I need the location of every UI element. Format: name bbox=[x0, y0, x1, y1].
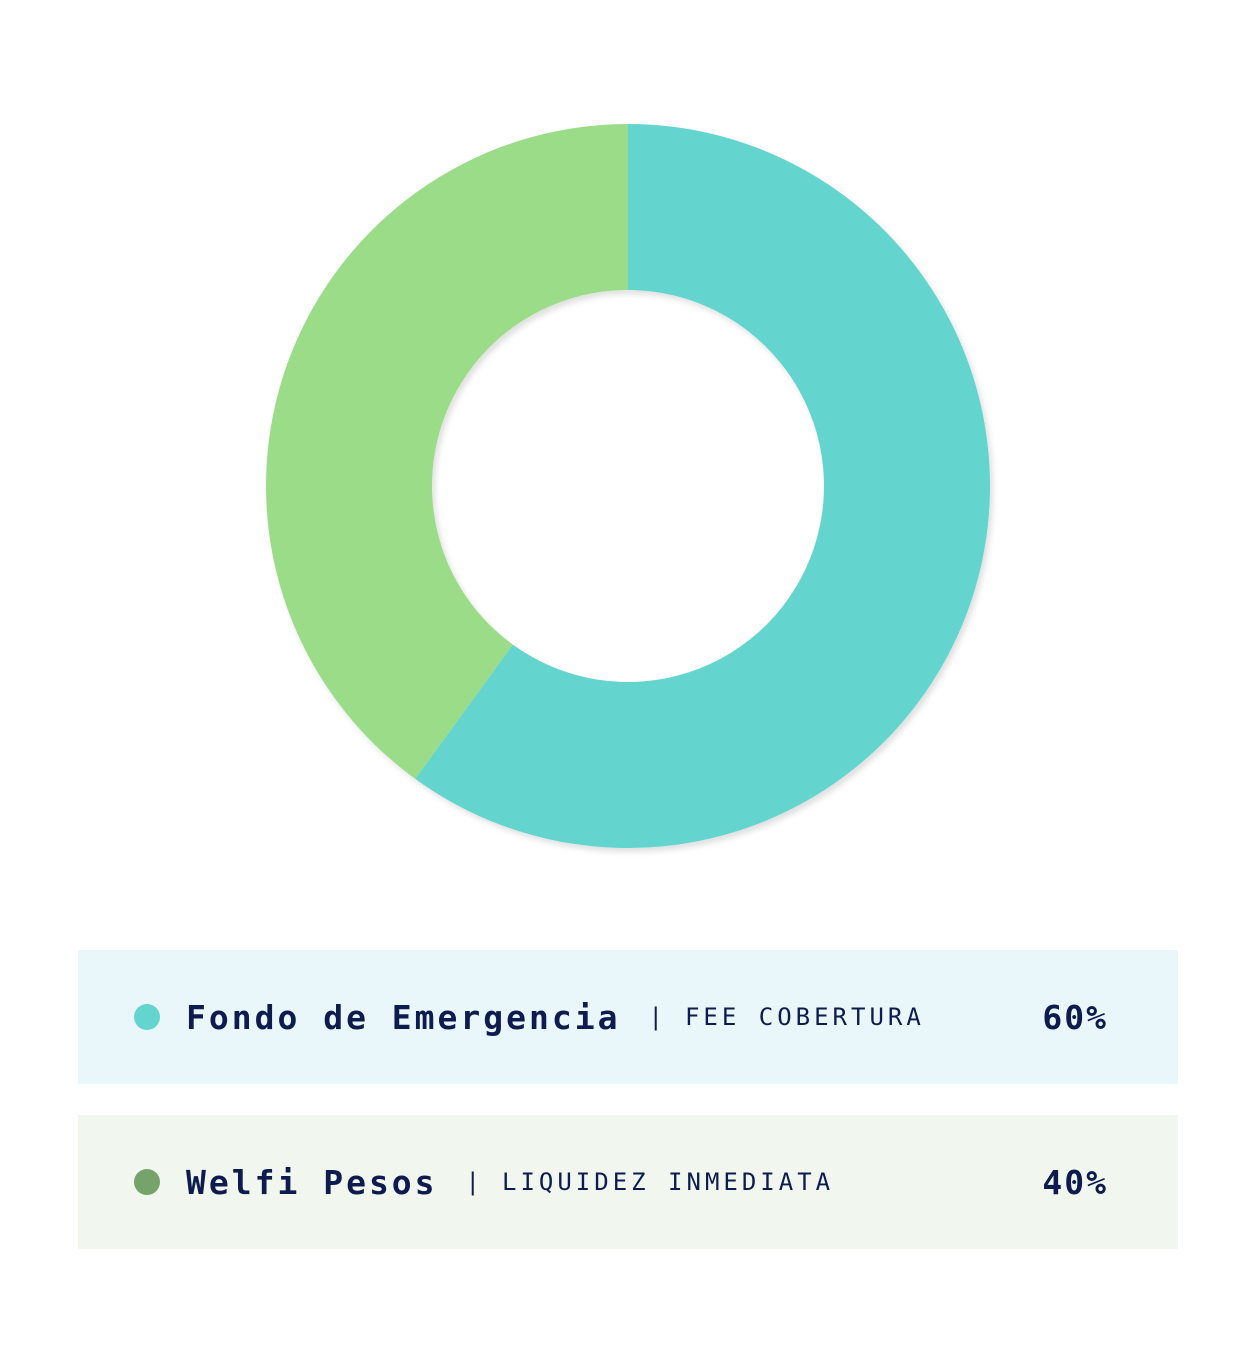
legend-dot-icon bbox=[134, 1004, 160, 1030]
legend-description: LIQUIDEZ INMEDIATA bbox=[502, 1168, 835, 1196]
legend-percent: 40% bbox=[1042, 1162, 1108, 1202]
donut-slice-fondo-de-emergencia bbox=[415, 124, 991, 848]
donut-slice-welfi-pesos bbox=[266, 124, 628, 779]
legend-description: FEE COBERTURA bbox=[684, 1003, 925, 1031]
donut-chart-svg bbox=[266, 124, 991, 848]
legend-separator: | bbox=[648, 1003, 663, 1031]
legend-percent: 60% bbox=[1042, 997, 1108, 1037]
legend-row-welfi-pesos: Welfi Pesos | LIQUIDEZ INMEDIATA 40% bbox=[78, 1115, 1178, 1249]
donut-slices bbox=[266, 124, 991, 848]
legend-row-fondo-de-emergencia: Fondo de Emergencia | FEE COBERTURA 60% bbox=[78, 950, 1178, 1084]
legend-text: Fondo de Emergencia | FEE COBERTURA bbox=[186, 950, 925, 1084]
donut-chart bbox=[266, 124, 991, 848]
legend-text: Welfi Pesos | LIQUIDEZ INMEDIATA bbox=[186, 1115, 834, 1249]
legend-name: Welfi Pesos bbox=[186, 1162, 438, 1202]
legend-dot-icon bbox=[134, 1169, 160, 1195]
legend-separator: | bbox=[465, 1168, 480, 1196]
legend-name: Fondo de Emergencia bbox=[186, 997, 621, 1037]
